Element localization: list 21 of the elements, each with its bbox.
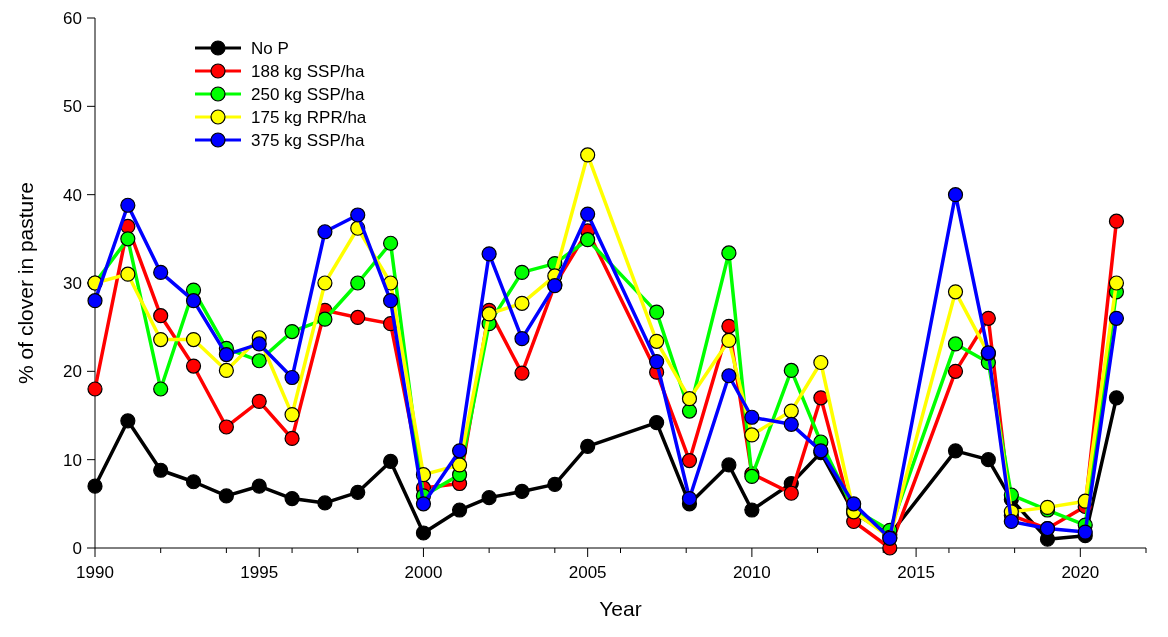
legend-label: 175 kg RPR/ha — [251, 108, 367, 127]
x-tick-label: 2010 — [732, 563, 771, 582]
x-axis-title: Year — [599, 597, 642, 620]
y-tick-label: 20 — [63, 362, 82, 382]
y-tick-label: 10 — [63, 450, 82, 470]
x-tick-label: 2015 — [897, 563, 936, 582]
y-tick-label: 50 — [63, 97, 82, 117]
legend-label: No P — [251, 39, 289, 58]
y-tick-label: 30 — [63, 274, 82, 293]
x-tick-label: 2000 — [404, 563, 443, 582]
x-tick-label: 1990 — [76, 563, 114, 582]
legend-label: 375 kg SSP/ha — [251, 131, 365, 150]
y-axis-title: % of clover in pasture — [14, 182, 37, 384]
legend-label: 188 kg SSP/ha — [251, 62, 365, 81]
y-tick-label: 40 — [63, 185, 82, 205]
y-tick-label: 60 — [63, 9, 82, 28]
y-tick-label: 0 — [72, 539, 82, 558]
x-tick-label: 2005 — [568, 563, 607, 582]
x-tick-label: 1995 — [240, 563, 279, 582]
x-tick-label: 2020 — [1061, 563, 1100, 582]
legend-label: 250 kg SSP/ha — [251, 85, 365, 104]
